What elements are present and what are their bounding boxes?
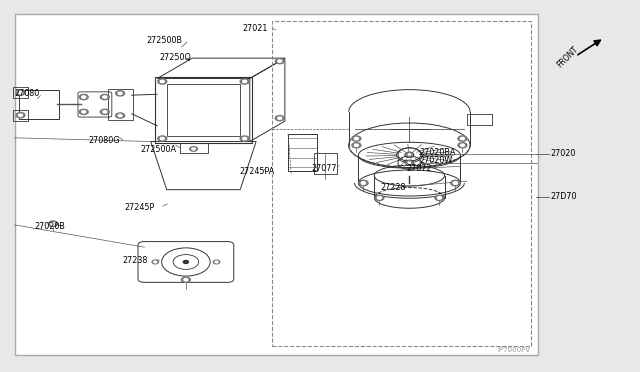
Circle shape	[19, 92, 22, 94]
Circle shape	[243, 80, 246, 83]
Circle shape	[160, 80, 164, 83]
Circle shape	[375, 195, 384, 201]
Circle shape	[103, 96, 107, 98]
Circle shape	[408, 154, 410, 155]
Text: 272500B: 272500B	[147, 36, 182, 45]
Circle shape	[158, 136, 167, 141]
Text: 27072: 27072	[407, 164, 433, 173]
Text: 27250Q: 27250Q	[159, 52, 191, 61]
Text: 27238: 27238	[122, 256, 147, 264]
Circle shape	[362, 182, 365, 184]
Circle shape	[51, 222, 55, 225]
Circle shape	[152, 260, 159, 264]
Circle shape	[51, 222, 55, 225]
Circle shape	[240, 79, 249, 84]
Circle shape	[192, 148, 195, 150]
Circle shape	[453, 182, 458, 184]
Circle shape	[451, 180, 460, 186]
Circle shape	[103, 111, 107, 113]
Circle shape	[362, 182, 365, 184]
Circle shape	[116, 91, 125, 96]
Circle shape	[183, 260, 188, 263]
Circle shape	[16, 90, 25, 95]
Circle shape	[19, 114, 22, 116]
Circle shape	[378, 197, 381, 199]
Circle shape	[437, 197, 442, 199]
Circle shape	[79, 94, 88, 100]
Circle shape	[451, 180, 460, 186]
Circle shape	[118, 92, 122, 94]
Circle shape	[355, 144, 358, 147]
Text: 27080: 27080	[15, 89, 40, 98]
Circle shape	[100, 94, 109, 100]
Circle shape	[359, 180, 368, 186]
FancyBboxPatch shape	[15, 14, 538, 355]
Circle shape	[376, 196, 383, 200]
Circle shape	[359, 180, 368, 186]
Circle shape	[181, 277, 190, 282]
Circle shape	[378, 197, 381, 199]
Circle shape	[407, 161, 412, 164]
Circle shape	[189, 147, 197, 151]
Circle shape	[352, 142, 361, 148]
Circle shape	[49, 221, 58, 227]
Circle shape	[438, 197, 441, 199]
Circle shape	[154, 261, 157, 263]
Text: 27020B: 27020B	[34, 222, 65, 231]
Circle shape	[79, 109, 88, 115]
Circle shape	[82, 96, 86, 98]
Circle shape	[215, 261, 218, 263]
Text: 27228: 27228	[380, 183, 406, 192]
Circle shape	[458, 136, 467, 141]
Text: 27D70: 27D70	[550, 192, 577, 201]
Circle shape	[453, 182, 458, 184]
Text: 27080G: 27080G	[88, 136, 120, 145]
Circle shape	[100, 109, 109, 115]
Circle shape	[49, 221, 58, 227]
Text: 27020BA: 27020BA	[420, 148, 456, 157]
Circle shape	[275, 58, 284, 64]
Text: IP7000PV: IP7000PV	[498, 347, 531, 353]
Text: 27245P: 27245P	[124, 203, 154, 212]
Circle shape	[407, 153, 412, 156]
Circle shape	[275, 116, 284, 121]
Circle shape	[240, 136, 249, 141]
Text: 27021: 27021	[242, 23, 268, 33]
Text: FRONT: FRONT	[556, 45, 580, 70]
Circle shape	[278, 60, 282, 62]
Circle shape	[458, 142, 467, 148]
Text: 27245PA: 27245PA	[239, 167, 274, 176]
Circle shape	[158, 79, 167, 84]
Circle shape	[118, 115, 122, 117]
Circle shape	[460, 137, 465, 140]
Circle shape	[184, 279, 188, 281]
Circle shape	[435, 195, 444, 201]
Text: 27077: 27077	[312, 164, 337, 173]
Circle shape	[352, 136, 361, 141]
Text: 27020: 27020	[550, 149, 575, 158]
Circle shape	[116, 113, 125, 118]
Circle shape	[213, 260, 220, 264]
Circle shape	[355, 137, 358, 140]
Circle shape	[82, 111, 86, 113]
Circle shape	[460, 144, 465, 147]
Circle shape	[278, 117, 282, 119]
Circle shape	[160, 137, 164, 140]
Text: 272500A: 272500A	[140, 145, 176, 154]
Circle shape	[243, 137, 246, 140]
Circle shape	[16, 113, 25, 118]
Circle shape	[408, 162, 410, 163]
Circle shape	[436, 196, 444, 200]
Text: 27020W: 27020W	[420, 156, 453, 165]
